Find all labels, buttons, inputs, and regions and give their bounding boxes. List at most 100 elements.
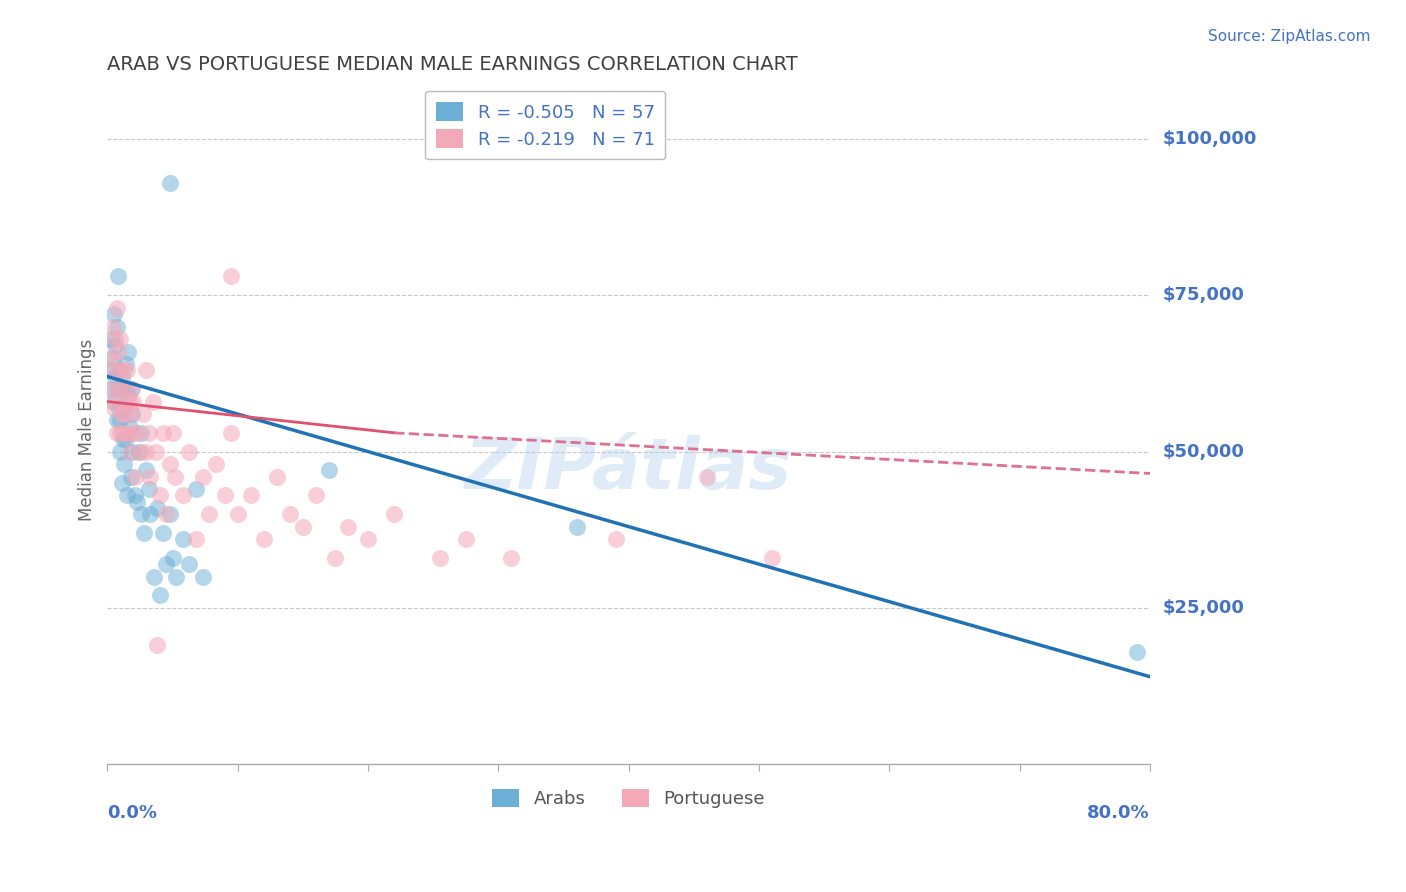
Point — [318, 463, 340, 477]
Point — [152, 525, 174, 540]
Point — [191, 469, 214, 483]
Point — [204, 457, 226, 471]
Point — [179, 557, 201, 571]
Text: $25,000: $25,000 — [1163, 599, 1244, 617]
Point — [1126, 645, 1149, 659]
Point — [129, 425, 152, 440]
Point — [145, 444, 167, 458]
Point — [112, 363, 135, 377]
Point — [155, 557, 177, 571]
Point — [239, 488, 262, 502]
Point — [121, 407, 143, 421]
Point — [325, 550, 347, 565]
Point — [101, 363, 124, 377]
Point — [143, 569, 166, 583]
Point — [127, 494, 149, 508]
Point — [266, 469, 288, 483]
Point — [565, 519, 588, 533]
Point — [105, 301, 128, 315]
Point — [117, 388, 139, 402]
Point — [152, 425, 174, 440]
Point — [146, 500, 169, 515]
Point — [162, 425, 184, 440]
Point — [107, 344, 129, 359]
Point — [103, 307, 125, 321]
Point — [110, 413, 132, 427]
Point — [101, 351, 124, 365]
Point — [165, 469, 187, 483]
Point — [120, 469, 142, 483]
Point — [291, 519, 314, 533]
Point — [111, 369, 134, 384]
Point — [111, 425, 134, 440]
Point — [103, 401, 125, 415]
Point — [100, 332, 122, 346]
Point — [117, 425, 139, 440]
Point — [278, 507, 301, 521]
Point — [108, 382, 131, 396]
Point — [172, 488, 194, 502]
Text: $50,000: $50,000 — [1163, 442, 1244, 460]
Point — [124, 488, 146, 502]
Point — [110, 425, 132, 440]
Legend: Arabs, Portuguese: Arabs, Portuguese — [485, 781, 772, 815]
Point — [162, 550, 184, 565]
Point — [172, 532, 194, 546]
Point — [135, 463, 157, 477]
Point — [696, 469, 718, 483]
Point — [605, 532, 627, 546]
Point — [382, 507, 405, 521]
Point — [121, 444, 143, 458]
Text: Source: ZipAtlas.com: Source: ZipAtlas.com — [1208, 29, 1371, 44]
Point — [135, 363, 157, 377]
Point — [114, 394, 136, 409]
Point — [139, 507, 162, 521]
Y-axis label: Median Male Earnings: Median Male Earnings — [79, 339, 96, 521]
Point — [253, 532, 276, 546]
Point — [454, 532, 477, 546]
Point — [117, 344, 139, 359]
Point — [107, 269, 129, 284]
Point — [110, 444, 132, 458]
Text: ARAB VS PORTUGUESE MEDIAN MALE EARNINGS CORRELATION CHART: ARAB VS PORTUGUESE MEDIAN MALE EARNINGS … — [107, 55, 799, 74]
Point — [101, 319, 124, 334]
Point — [103, 394, 125, 409]
Point — [105, 425, 128, 440]
Point — [184, 532, 207, 546]
Text: $100,000: $100,000 — [1163, 130, 1257, 148]
Point — [761, 550, 783, 565]
Point — [127, 425, 149, 440]
Point — [148, 488, 170, 502]
Text: 80.0%: 80.0% — [1087, 805, 1150, 822]
Point — [357, 532, 380, 546]
Point — [114, 432, 136, 446]
Point — [214, 488, 236, 502]
Point — [138, 482, 160, 496]
Point — [219, 425, 242, 440]
Point — [111, 382, 134, 396]
Point — [305, 488, 328, 502]
Point — [112, 401, 135, 415]
Point — [105, 319, 128, 334]
Point — [100, 382, 122, 396]
Point — [104, 394, 127, 409]
Point — [112, 407, 135, 421]
Point — [118, 444, 141, 458]
Point — [159, 457, 181, 471]
Point — [124, 469, 146, 483]
Text: 0.0%: 0.0% — [107, 805, 157, 822]
Point — [501, 550, 523, 565]
Point — [118, 419, 141, 434]
Point — [184, 482, 207, 496]
Point — [98, 351, 121, 365]
Point — [128, 444, 150, 458]
Point — [105, 413, 128, 427]
Point — [111, 407, 134, 421]
Point — [115, 488, 138, 502]
Point — [120, 407, 142, 421]
Point — [111, 382, 134, 396]
Point — [120, 382, 142, 396]
Point — [110, 332, 132, 346]
Point — [115, 363, 138, 377]
Point — [98, 363, 121, 377]
